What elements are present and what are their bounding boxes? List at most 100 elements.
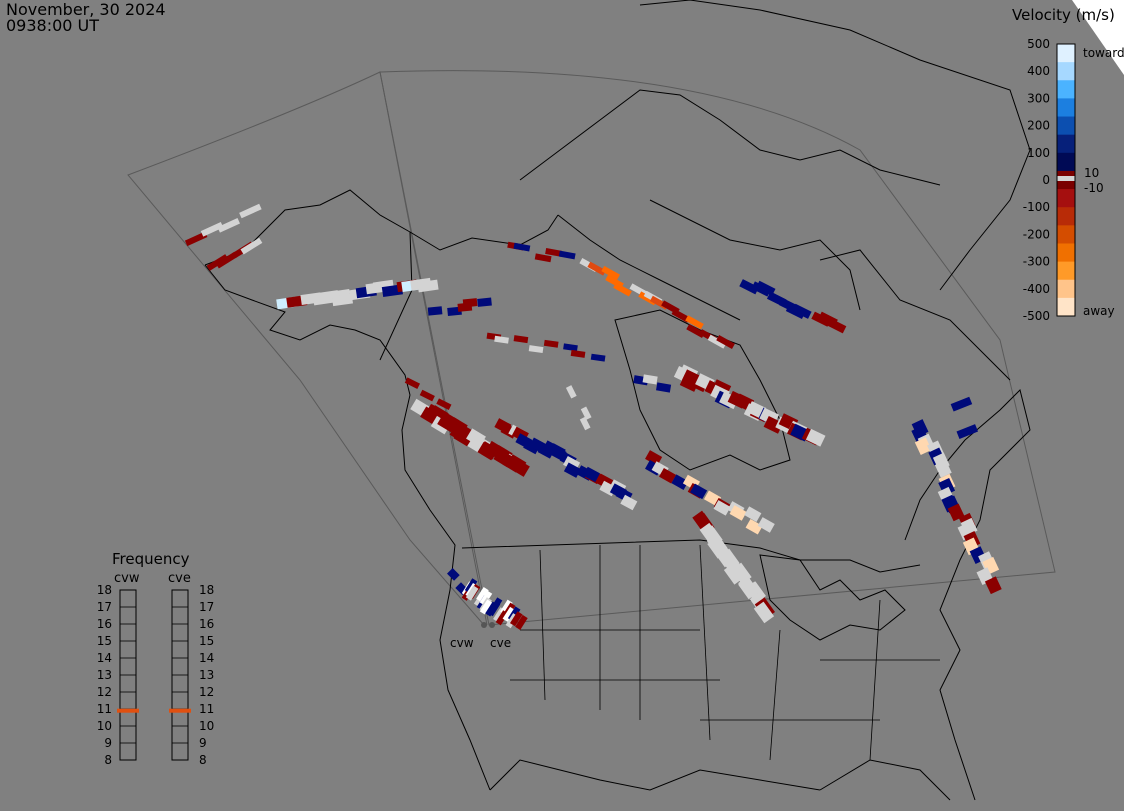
velocity-legend: Velocity (m/s) 500 400 300 200 100 0 -100 -200 -… bbox=[1012, 6, 1124, 323]
echo-cell bbox=[739, 279, 759, 295]
interior-borders bbox=[510, 544, 940, 761]
echo-cell bbox=[200, 222, 224, 237]
frequency-tick-label: 15 bbox=[97, 634, 112, 648]
echo-cell bbox=[479, 590, 493, 606]
frequency-title: Frequency bbox=[112, 550, 190, 568]
colorbar-segment bbox=[1057, 44, 1075, 63]
echo-cell bbox=[534, 253, 552, 263]
colorbar-ground-scatter bbox=[1057, 176, 1075, 181]
velocity-tick-label: -200 bbox=[1023, 227, 1050, 241]
echo-cell bbox=[513, 335, 529, 344]
frequency-tick-label: 16 bbox=[199, 617, 214, 631]
alaska-south-coast bbox=[204, 264, 411, 396]
time-label: 0938:00 UT bbox=[6, 16, 100, 35]
echo-cell bbox=[427, 306, 443, 316]
echo-cell bbox=[479, 599, 493, 615]
echo-cell bbox=[462, 298, 478, 308]
velocity-tick-labels: 500 400 300 200 100 0 -100 -200 -300 -400 -500 bbox=[1023, 37, 1050, 323]
velocity-inner-label-minus10: -10 bbox=[1084, 181, 1104, 195]
frequency-tick-label: 10 bbox=[97, 719, 112, 733]
echo-cell bbox=[753, 601, 775, 624]
echo-cell bbox=[947, 503, 965, 522]
echo-cell bbox=[729, 505, 747, 521]
velocity-tick-label: 0 bbox=[1042, 173, 1050, 187]
colorbar-segment bbox=[1057, 152, 1075, 172]
echo-cell bbox=[645, 450, 663, 466]
echo-cell bbox=[587, 261, 607, 276]
velocity-tick-label: 100 bbox=[1027, 146, 1050, 160]
arctic-islands bbox=[519, 89, 941, 186]
east-coast bbox=[904, 389, 1031, 801]
echo-cell bbox=[745, 518, 763, 535]
echo-cell bbox=[419, 389, 435, 402]
frequency-marker bbox=[169, 708, 191, 713]
baffin bbox=[649, 199, 861, 311]
echo-cell bbox=[563, 343, 578, 352]
echo-cell bbox=[528, 345, 544, 354]
echo-cell bbox=[601, 265, 620, 280]
echo-cell bbox=[543, 339, 559, 348]
colorbar-segment bbox=[1057, 243, 1075, 263]
velocity-away-label: away bbox=[1083, 304, 1115, 318]
colorbar-segment bbox=[1057, 134, 1075, 154]
colorbar-segment bbox=[1057, 80, 1075, 99]
frequency-tick-label: 16 bbox=[97, 617, 112, 631]
echo-cell bbox=[239, 203, 262, 219]
frequency-tick-label: 15 bbox=[199, 634, 214, 648]
frequency-tick-label: 8 bbox=[199, 753, 207, 767]
echo-cell bbox=[914, 437, 932, 456]
velocity-tick-label: -300 bbox=[1023, 255, 1050, 269]
echo-cell bbox=[446, 567, 460, 581]
frequency-radar-cve: cve bbox=[168, 571, 191, 586]
echo-cell bbox=[671, 308, 691, 323]
echo-cell bbox=[215, 251, 238, 269]
colorbar-segment bbox=[1057, 98, 1075, 118]
frequency-tick-label: 18 bbox=[97, 583, 112, 597]
echo-cell bbox=[642, 374, 658, 385]
gulf-coast bbox=[819, 759, 951, 801]
echo-cell bbox=[984, 576, 1002, 595]
echo-cell bbox=[713, 500, 731, 516]
echo-cell bbox=[465, 585, 479, 601]
mexico bbox=[489, 759, 821, 791]
echo-cell bbox=[417, 279, 439, 293]
frequency-tick-label: 11 bbox=[199, 702, 214, 716]
radar-label-cvw: cvw bbox=[450, 636, 474, 650]
echo-cell bbox=[515, 614, 528, 630]
echo-cell bbox=[956, 424, 979, 439]
echo-cell bbox=[509, 458, 530, 477]
frequency-tick-label: 14 bbox=[97, 651, 112, 665]
radar-site-cvw bbox=[481, 622, 487, 628]
arctic-coast bbox=[557, 214, 741, 321]
echo-cell bbox=[744, 506, 762, 522]
frequency-tick-labels: 18 18 17 17 16 16 15 15 14 14 13 13 12 12 11 11 10 10 9 9 8 8 bbox=[97, 583, 215, 767]
echo-cell bbox=[502, 606, 516, 622]
fov-outlines bbox=[127, 70, 1056, 626]
great-lakes bbox=[759, 554, 906, 641]
frequency-tick-label: 14 bbox=[199, 651, 214, 665]
echo-cell bbox=[494, 335, 509, 344]
echo-cell bbox=[331, 293, 354, 307]
velocity-tick-label: 300 bbox=[1027, 91, 1050, 105]
echo-cell bbox=[590, 353, 606, 362]
radar-site-cve bbox=[489, 622, 495, 628]
echo-cell bbox=[707, 334, 727, 349]
border-9 bbox=[869, 599, 881, 761]
colorbar-segment bbox=[1057, 189, 1075, 208]
velocity-tick-label: -100 bbox=[1023, 200, 1050, 214]
border-7 bbox=[769, 629, 781, 761]
velocity-inner-label-10: 10 bbox=[1084, 166, 1099, 180]
frequency-tick-label: 8 bbox=[104, 753, 112, 767]
echo-cell bbox=[763, 415, 784, 434]
echo-cell bbox=[805, 428, 826, 447]
echo-cell bbox=[690, 483, 708, 500]
echo-cell bbox=[477, 297, 492, 307]
radar-label-cve: cve bbox=[490, 636, 511, 650]
frequency-tick-label: 17 bbox=[199, 600, 214, 614]
echo-cell bbox=[671, 474, 689, 490]
frequency-tick-label: 13 bbox=[97, 668, 112, 682]
echo-cell bbox=[716, 334, 735, 349]
echo-cell bbox=[240, 237, 263, 255]
